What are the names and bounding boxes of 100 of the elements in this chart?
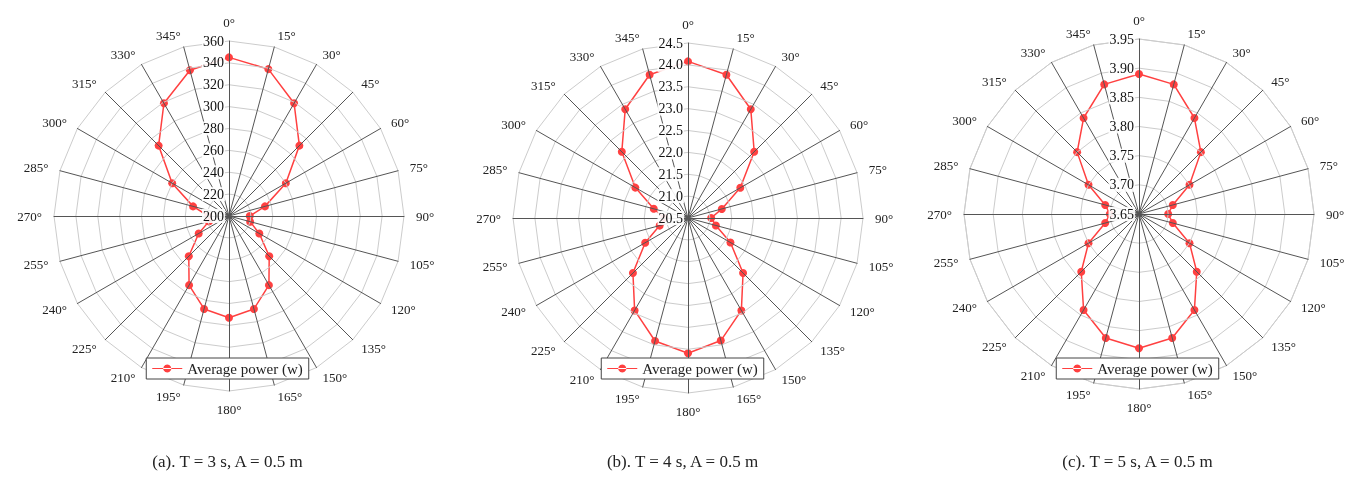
spoke-label: 210° — [110, 370, 136, 386]
spoke-label: 0° — [223, 15, 235, 30]
y-tick-label: 21.5 — [658, 166, 683, 182]
spoke-label: 180° — [675, 404, 701, 419]
spoke-label: 135° — [820, 342, 845, 358]
spoke-label: 150° — [1232, 368, 1258, 384]
y-tick-label: 3.70 — [1109, 177, 1134, 193]
y-tick-label: 3.75 — [1109, 148, 1134, 164]
spoke-label: 195° — [1065, 387, 1091, 403]
spoke-label: 225° — [531, 342, 556, 358]
y-tick-label: 23.5 — [658, 79, 683, 95]
spoke-label: 270° — [17, 208, 42, 224]
spoke-label: 255° — [933, 254, 959, 270]
spoke-label: 255° — [482, 258, 508, 274]
spoke-label: 105° — [1319, 254, 1345, 270]
spoke-label: 240° — [952, 300, 978, 315]
spoke-label: 90° — [875, 210, 894, 226]
y-tick-label: 24.0 — [658, 57, 683, 73]
spoke-label: 210° — [569, 372, 595, 388]
y-tick-label: 200 — [203, 208, 224, 224]
y-tick-label: 340 — [203, 55, 224, 71]
spoke-label: 315° — [982, 74, 1007, 90]
spoke-label: 75° — [868, 162, 887, 178]
spoke-label: 105° — [868, 258, 894, 274]
legend-label: Average power (w) — [187, 360, 303, 378]
y-tick-label: 23.0 — [658, 101, 683, 117]
spoke-label: 210° — [1020, 368, 1046, 384]
spoke-label: 270° — [927, 206, 952, 222]
spoke-label: 0° — [682, 17, 694, 32]
spoke-label: 75° — [1319, 158, 1338, 174]
spoke-label: 60° — [849, 117, 869, 132]
text: (c). T = 5 s, A = 0.5 m — [1062, 452, 1213, 471]
y-tick-label: 280 — [203, 121, 224, 136]
spoke-label: 285° — [482, 162, 508, 178]
spoke-label: 345° — [1065, 25, 1091, 41]
spoke-label: 0° — [1133, 13, 1145, 28]
y-tick-label: 360 — [203, 33, 224, 49]
spoke-label: 195° — [614, 391, 640, 407]
y-tick-label: 22.5 — [658, 123, 683, 138]
spoke-label: 150° — [781, 372, 807, 388]
spoke-label: 165° — [1187, 387, 1213, 403]
y-tick-label: 3.95 — [1109, 31, 1134, 47]
spoke-label: 330° — [110, 46, 136, 62]
spoke-label: 165° — [736, 391, 762, 407]
spoke-label: 150° — [322, 370, 348, 386]
spoke-label: 135° — [1271, 338, 1296, 354]
spoke-label: 285° — [933, 158, 959, 174]
y-tick-label: 21.0 — [658, 188, 683, 204]
y-tick-label: 260 — [203, 142, 224, 158]
spoke-label: 270° — [476, 210, 501, 226]
spoke-label: 240° — [501, 304, 527, 319]
spoke-label: 285° — [23, 160, 49, 176]
y-tick-label: 240 — [203, 164, 224, 180]
spoke-label: 45° — [820, 78, 839, 94]
spoke-label: 330° — [1020, 44, 1046, 60]
spoke-label: 90° — [1326, 206, 1345, 222]
spoke-label: 315° — [72, 76, 97, 92]
spoke-label: 300° — [952, 113, 978, 128]
y-tick-label: 220 — [203, 186, 224, 202]
spoke-label: 225° — [982, 338, 1007, 354]
y-tick-label: 24.5 — [658, 35, 683, 51]
legend-label: Average power (w) — [1097, 360, 1213, 378]
y-tick-label: 22.0 — [658, 144, 683, 160]
spoke-label: 90° — [416, 208, 435, 224]
spoke-label: 255° — [23, 256, 49, 272]
y-tick-label: 3.90 — [1109, 60, 1134, 76]
spoke-label: 120° — [849, 304, 875, 319]
y-tick-label: 320 — [203, 77, 224, 93]
spoke-label: 120° — [1300, 300, 1326, 315]
spoke-label: 30° — [1232, 44, 1251, 60]
y-tick-label: 3.85 — [1109, 89, 1134, 105]
spoke-label: 60° — [1300, 113, 1320, 128]
spoke-label: 240° — [42, 302, 68, 317]
y-tick-label: 3.65 — [1109, 206, 1134, 222]
spoke-label: 300° — [501, 117, 527, 132]
spoke-label: 345° — [614, 29, 640, 45]
y-tick-label: 3.80 — [1109, 119, 1134, 134]
spoke-label: 15° — [277, 27, 296, 43]
spoke-label: 225° — [72, 340, 97, 356]
legend-label: Average power (w) — [642, 360, 758, 378]
y-tick-label: 20.5 — [658, 210, 683, 226]
spoke-label: 15° — [736, 29, 755, 45]
spoke-label: 30° — [322, 46, 341, 62]
spoke-label: 180° — [216, 402, 242, 417]
spoke-label: 300° — [42, 115, 68, 130]
spoke-label: 75° — [409, 160, 428, 176]
spoke-label: 135° — [361, 340, 386, 356]
spoke-label: 330° — [569, 48, 595, 64]
spoke-label: 105° — [409, 256, 435, 272]
spoke-label: 45° — [361, 76, 380, 92]
y-tick-label: 300 — [203, 99, 224, 115]
spoke-label: 180° — [1126, 400, 1152, 415]
text: (b). T = 4 s, A = 0.5 m — [606, 452, 759, 471]
spoke-label: 315° — [531, 78, 556, 94]
spoke-label: 60° — [390, 115, 410, 130]
spoke-label: 45° — [1271, 74, 1290, 90]
spoke-label: 345° — [155, 27, 181, 43]
spoke-label: 195° — [155, 389, 181, 405]
spoke-label: 15° — [1187, 25, 1206, 41]
spoke-label: 120° — [390, 302, 416, 317]
